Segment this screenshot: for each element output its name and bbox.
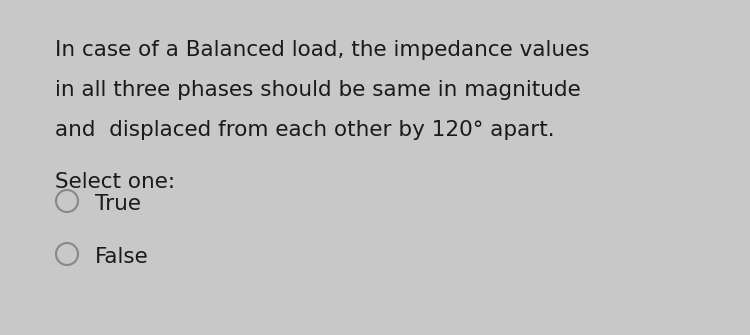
Text: in all three phases should be same in magnitude: in all three phases should be same in ma… <box>55 80 580 100</box>
Text: False: False <box>95 247 148 267</box>
Text: In case of a Balanced load, the impedance values: In case of a Balanced load, the impedanc… <box>55 40 590 60</box>
Text: Select one:: Select one: <box>55 172 175 192</box>
Text: and  displaced from each other by 120° apart.: and displaced from each other by 120° ap… <box>55 120 554 140</box>
Text: True: True <box>95 194 141 214</box>
